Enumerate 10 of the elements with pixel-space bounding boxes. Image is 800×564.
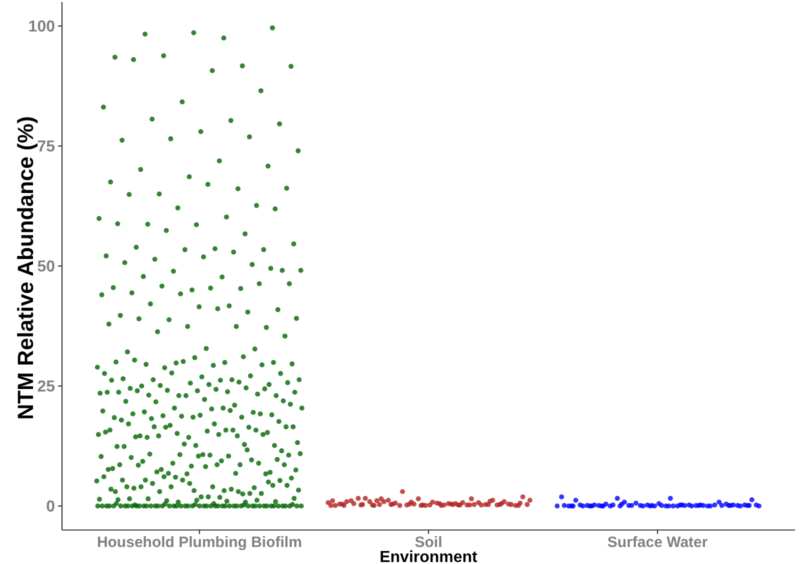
y-axis-title: NTM Relative Abundance (%): [13, 116, 38, 420]
x-tick-label: Soil: [414, 534, 442, 551]
x-tick-label: Surface Water: [607, 534, 708, 551]
x-tick-label: Household Plumbing Biofilm: [96, 534, 302, 551]
x-axis-title: Environment: [380, 549, 478, 564]
y-tick-label: 75: [37, 138, 56, 156]
y-tick-label: 25: [37, 378, 56, 396]
y-tick-label: 100: [28, 18, 56, 36]
y-tick-label: 0: [46, 498, 56, 516]
y-tick-label: 50: [37, 258, 56, 276]
